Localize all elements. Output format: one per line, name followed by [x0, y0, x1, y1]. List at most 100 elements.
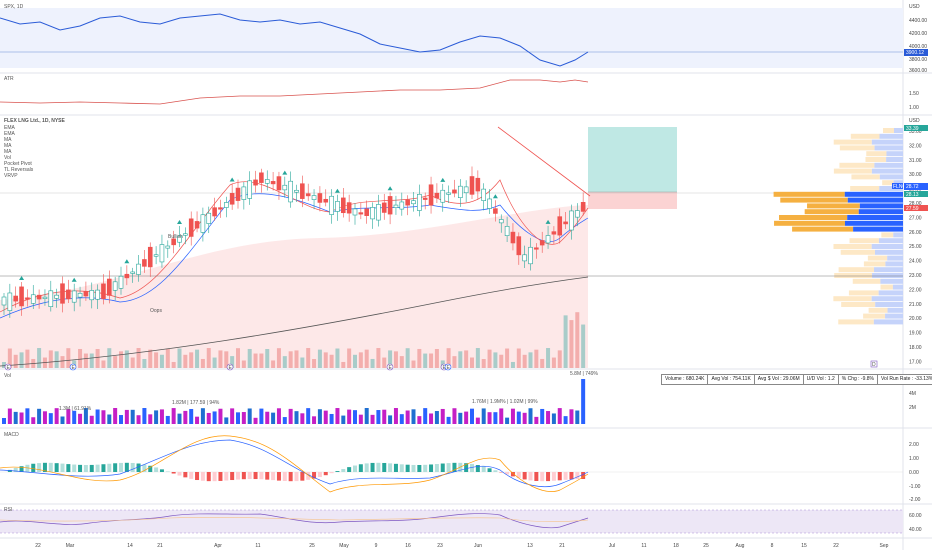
macd-pane: MACD 2.00 1.00 0.00 -1.00 -2.00 — [0, 432, 921, 503]
price-tag-top-text: 33.39 — [906, 126, 919, 132]
price-axis-tick: 33.00 — [909, 129, 922, 135]
candle-body — [516, 236, 522, 256]
volume-bar — [42, 411, 47, 424]
earnings-icon[interactable] — [4, 363, 12, 371]
pocket-pivot-marker — [492, 194, 498, 199]
candle-body — [463, 186, 469, 194]
volume-bar — [540, 408, 545, 424]
stat-vol-run-rate: Vol Run Rate : -33.13% — [881, 376, 932, 382]
candle-body — [259, 172, 264, 183]
dividend-icon[interactable] — [444, 363, 452, 371]
volume-bar — [148, 414, 153, 424]
candle-body — [159, 244, 165, 263]
position-target-zone[interactable] — [588, 127, 677, 192]
price-axis[interactable]: USD 33.0032.0031.0030.0029.0028.0027.002… — [909, 118, 922, 365]
legend-item[interactable]: MA — [4, 149, 12, 155]
legend-item[interactable]: VRVP — [4, 173, 18, 179]
symbol-tag-text: FLNG — [893, 184, 906, 190]
overlay-volume-bar — [563, 315, 568, 368]
trend-line[interactable] — [497, 126, 591, 197]
volume-bar — [499, 408, 504, 424]
overlay-volume-bar — [241, 360, 246, 368]
time-axis-label: Sep — [880, 543, 889, 549]
volume-bar — [376, 410, 381, 424]
volume-pane: Vol 1.3M | 61.91% 1.82M | 177.59 | 94% 1… — [2, 371, 916, 424]
legend-item[interactable]: Vol — [4, 155, 11, 161]
volume-profile-bar-up — [844, 191, 903, 197]
volume-profile-bar-up — [853, 226, 903, 232]
legend-item[interactable]: MA — [4, 137, 12, 143]
macd-histogram-bar — [335, 471, 340, 472]
volume-profile-bar-up — [885, 261, 903, 267]
overlay-volume-bar — [7, 348, 12, 368]
volume-profile-bar-down — [840, 249, 875, 255]
volume-bar — [581, 379, 586, 424]
volume-bar — [458, 412, 463, 424]
overlay-volume-bar — [230, 356, 235, 368]
macd-histogram-bar — [440, 463, 445, 472]
macd-histogram-bar — [505, 472, 510, 475]
time-axis-label: 9 — [375, 543, 378, 549]
candle-body — [229, 192, 235, 205]
volume-bar — [136, 415, 141, 424]
macd-histogram-bar — [241, 472, 246, 480]
overlay-volume-bar — [165, 348, 170, 368]
overlay-volume-bar — [159, 354, 164, 368]
macd-histogram-bar — [429, 464, 434, 472]
price-axis-currency: USD — [909, 118, 920, 124]
candle-body — [557, 216, 563, 236]
volume-bar — [452, 408, 457, 424]
moving-average-cloud — [0, 205, 588, 368]
dividend-icon[interactable] — [69, 363, 77, 371]
atr-line — [0, 79, 589, 105]
time-axis-label: 11 — [255, 543, 260, 549]
price-tag-top — [904, 125, 928, 131]
macd-histogram-bar — [25, 464, 30, 472]
time-axis-label: 22 — [35, 543, 41, 549]
volume-profile-bar-up — [859, 203, 903, 209]
volume-profile-bar-up — [886, 151, 903, 157]
macd-histogram-bar — [95, 464, 100, 472]
volume-bar — [551, 413, 556, 424]
volume-profile-bar-up — [871, 244, 903, 249]
time-axis[interactable]: 22 Mar 14 21 Apr 11 25 May 9 16 23 Jun 13 21 Jul 11 18 25… — [35, 543, 888, 549]
spx-tick: 3800.00 — [909, 57, 927, 63]
overlay-volume-bar — [341, 361, 346, 368]
earnings-icon[interactable] — [226, 363, 234, 371]
legend-item[interactable]: EMA — [4, 125, 16, 131]
macd-tick: 0.00 — [909, 470, 919, 476]
macd-histogram-bar — [294, 472, 299, 482]
overlay-volume-bar — [101, 360, 106, 368]
candle-body — [235, 187, 241, 201]
time-axis-label: Aug — [736, 543, 745, 549]
volume-bar — [83, 408, 88, 424]
legend-item[interactable]: MA — [4, 143, 12, 149]
macd-histogram-bar — [37, 463, 42, 472]
candle-body — [563, 221, 568, 225]
price-tag-b-text: 28.13 — [906, 192, 919, 198]
earnings-icon[interactable] — [386, 363, 394, 371]
macd-histogram-bar — [575, 472, 580, 480]
candle-body — [36, 294, 42, 300]
candle-body — [487, 198, 492, 209]
legend-item[interactable]: TL Reversals — [4, 167, 34, 173]
candlestick-series — [1, 166, 586, 318]
macd-histogram-bar — [253, 472, 258, 480]
volume-bar — [323, 410, 328, 424]
overlay-volume-bar — [323, 352, 328, 368]
volume-profile-bar-down — [863, 313, 886, 319]
candle-body — [340, 197, 346, 214]
legend-item[interactable]: EMA — [4, 131, 16, 137]
macd-histogram-bar — [399, 464, 404, 472]
volume-bar — [13, 411, 18, 424]
volume-profile-bar-down — [839, 162, 875, 168]
overlay-volume-bar — [546, 348, 551, 368]
legend-item[interactable]: Pocket Pivot — [4, 161, 32, 167]
overlay-volume-bar — [358, 352, 363, 368]
overlay-volume-bar — [481, 359, 486, 368]
overlay-volume-bar — [522, 354, 527, 368]
upcoming-event-icon[interactable] — [870, 360, 878, 368]
position-stop-zone[interactable] — [588, 192, 677, 209]
volume-bar — [282, 417, 287, 424]
